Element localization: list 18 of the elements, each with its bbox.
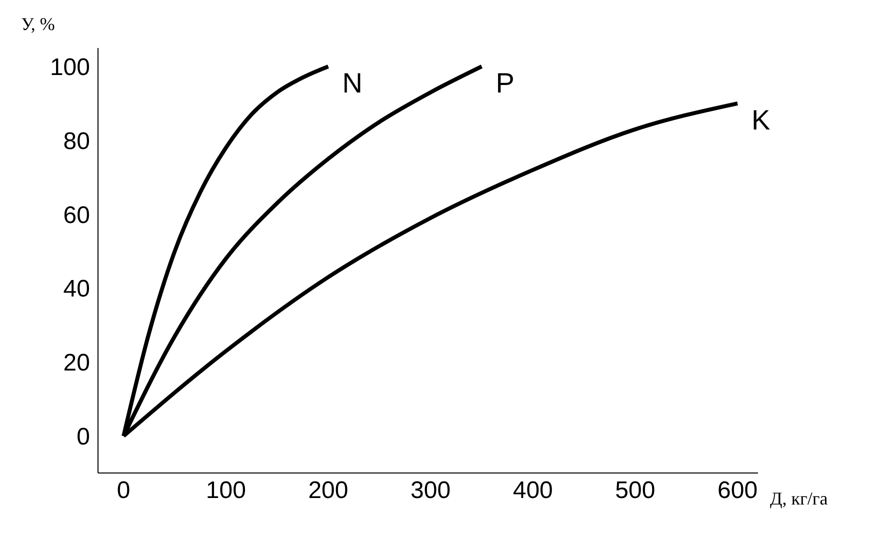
x-tick-label: 300 <box>410 477 451 504</box>
x-tick-label: 400 <box>512 477 553 504</box>
x-tick-label: 600 <box>718 477 758 504</box>
x-tick-label: 200 <box>308 477 348 504</box>
y-tick-label: 20 <box>63 350 90 377</box>
y-tick-label: 0 <box>76 424 90 451</box>
x-tick-label: 0 <box>116 477 130 504</box>
series-label: P <box>496 67 514 98</box>
y-tick-label: 80 <box>63 128 90 155</box>
series-label: N <box>342 67 362 98</box>
x-tick-label: 100 <box>206 477 246 504</box>
series-label: K <box>752 104 771 136</box>
y-tick-label: 40 <box>63 276 90 303</box>
y-tick-label: 100 <box>50 54 90 81</box>
x-axis-title: Д, кг/га <box>770 488 828 508</box>
x-tick-label: 500 <box>615 477 656 504</box>
y-tick-label: 60 <box>63 202 90 229</box>
y-axis-title: У, % <box>21 14 55 34</box>
